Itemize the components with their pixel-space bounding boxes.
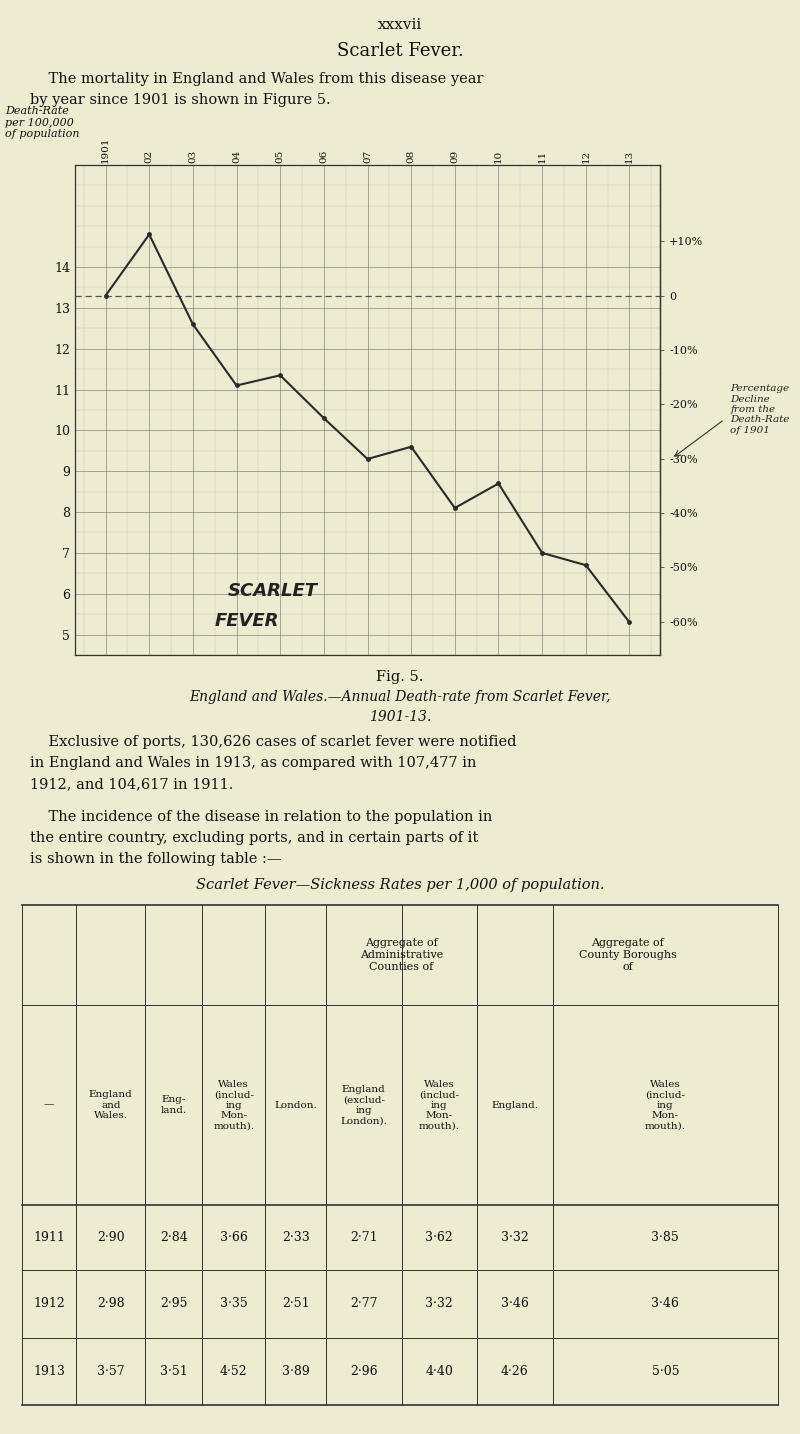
Text: Eng-
land.: Eng- land.: [161, 1096, 186, 1114]
Text: 11: 11: [538, 149, 546, 163]
Text: England
and
Wales.: England and Wales.: [89, 1090, 133, 1120]
Text: Fig. 5.: Fig. 5.: [376, 670, 424, 684]
Text: Wales
(includ-
ing
Mon-
mouth).: Wales (includ- ing Mon- mouth).: [419, 1080, 460, 1130]
Text: 05: 05: [276, 149, 285, 163]
Text: 2·96: 2·96: [350, 1365, 378, 1378]
Text: 12: 12: [582, 149, 590, 163]
Text: 1913: 1913: [34, 1365, 65, 1378]
Text: 1901: 1901: [101, 136, 110, 163]
Text: 5·05: 5·05: [651, 1365, 679, 1378]
Text: 1901-13.: 1901-13.: [369, 710, 431, 724]
Text: xxxvii: xxxvii: [378, 19, 422, 32]
Text: 2·33: 2·33: [282, 1230, 310, 1245]
Text: 1912, and 104,617 in 1911.: 1912, and 104,617 in 1911.: [30, 777, 234, 792]
Text: 4·26: 4·26: [501, 1365, 529, 1378]
Text: 03: 03: [188, 149, 198, 163]
Text: 3·85: 3·85: [651, 1230, 679, 1245]
Text: 3·66: 3·66: [220, 1230, 248, 1245]
Text: the entire country, excluding ports, and in certain parts of it: the entire country, excluding ports, and…: [30, 830, 478, 845]
Text: 3·32: 3·32: [426, 1298, 453, 1311]
Text: SCARLET: SCARLET: [228, 582, 318, 599]
Text: FEVER: FEVER: [214, 612, 279, 631]
Text: 08: 08: [406, 149, 416, 163]
Text: 02: 02: [145, 149, 154, 163]
Text: in England and Wales in 1913, as compared with 107,477 in: in England and Wales in 1913, as compare…: [30, 756, 477, 770]
Text: 2·90: 2·90: [97, 1230, 125, 1245]
Text: 2·98: 2·98: [97, 1298, 125, 1311]
Text: England
(exclud-
ing
London).: England (exclud- ing London).: [340, 1086, 387, 1126]
Text: 1911: 1911: [34, 1230, 65, 1245]
Text: 3·57: 3·57: [97, 1365, 125, 1378]
Text: 2·71: 2·71: [350, 1230, 378, 1245]
Text: 2·95: 2·95: [160, 1298, 187, 1311]
Text: 3·89: 3·89: [282, 1365, 310, 1378]
Text: 3·51: 3·51: [160, 1365, 187, 1378]
Text: Percentage
Decline
from the
Death-Rate
of 1901: Percentage Decline from the Death-Rate o…: [730, 384, 790, 435]
Text: is shown in the following table :—: is shown in the following table :—: [30, 852, 282, 866]
Text: 13: 13: [625, 149, 634, 163]
Text: England.: England.: [491, 1100, 538, 1110]
Text: 3·32: 3·32: [501, 1230, 529, 1245]
Text: 06: 06: [319, 149, 328, 163]
Text: 2·84: 2·84: [160, 1230, 187, 1245]
Text: London.: London.: [274, 1100, 317, 1110]
Text: 3·62: 3·62: [426, 1230, 453, 1245]
Text: Wales
(includ-
ing
Mon-
mouth).: Wales (includ- ing Mon- mouth).: [213, 1080, 254, 1130]
Text: Exclusive of ports, 130,626 cases of scarlet fever were notified: Exclusive of ports, 130,626 cases of sca…: [30, 736, 517, 749]
Text: The mortality in England and Wales from this disease year: The mortality in England and Wales from …: [30, 72, 483, 86]
Text: —: —: [44, 1100, 54, 1110]
Text: 3·46: 3·46: [501, 1298, 529, 1311]
Text: Aggregate of
Administrative
Counties of: Aggregate of Administrative Counties of: [360, 938, 443, 972]
Text: Scarlet Fever.: Scarlet Fever.: [337, 42, 463, 60]
Text: 09: 09: [450, 149, 459, 163]
Text: The incidence of the disease in relation to the population in: The incidence of the disease in relation…: [30, 810, 492, 825]
Text: 07: 07: [363, 149, 372, 163]
Text: Death-Rate
per 100,000
of population: Death-Rate per 100,000 of population: [5, 106, 79, 139]
Text: by year since 1901 is shown in Figure 5.: by year since 1901 is shown in Figure 5.: [30, 93, 330, 108]
Text: Aggregate of
County Boroughs
of: Aggregate of County Boroughs of: [578, 938, 677, 972]
Text: England and Wales.—Annual Death-rate from Scarlet Fever,: England and Wales.—Annual Death-rate fro…: [190, 690, 610, 704]
Text: 3·35: 3·35: [220, 1298, 247, 1311]
Text: 2·77: 2·77: [350, 1298, 378, 1311]
Text: 1912: 1912: [34, 1298, 65, 1311]
Text: 2·51: 2·51: [282, 1298, 310, 1311]
Text: Wales
(includ-
ing
Mon-
mouth).: Wales (includ- ing Mon- mouth).: [645, 1080, 686, 1130]
Text: 4·52: 4·52: [220, 1365, 247, 1378]
Text: 10: 10: [494, 149, 503, 163]
Text: 3·46: 3·46: [651, 1298, 679, 1311]
Text: Scarlet Fever—Sickness Rates per 1,000 of population.: Scarlet Fever—Sickness Rates per 1,000 o…: [196, 878, 604, 892]
Text: 4·40: 4·40: [426, 1365, 454, 1378]
Text: 04: 04: [232, 149, 241, 163]
